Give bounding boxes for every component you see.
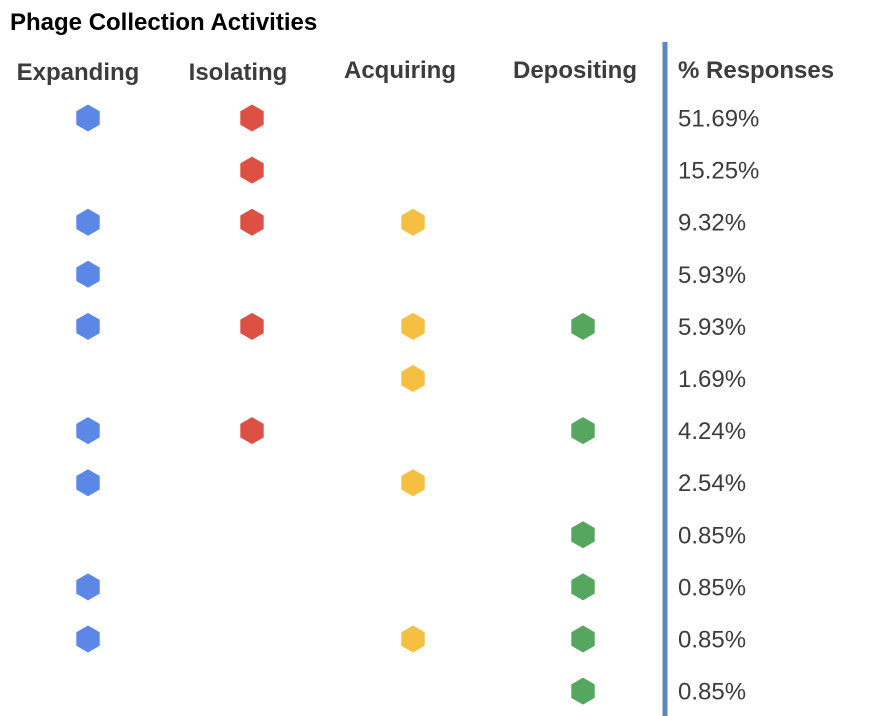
hexagon-marker-expanding	[76, 417, 100, 445]
hexagon-marker-expanding	[76, 469, 100, 497]
hexagon-marker-isolating	[240, 104, 264, 132]
hexagon-marker-expanding	[76, 312, 100, 340]
column-header-isolating: Isolating	[189, 59, 288, 86]
column-header-responses: % Responses	[678, 57, 834, 84]
hexagon-marker-isolating	[240, 312, 264, 340]
hexagon-marker-isolating	[240, 417, 264, 445]
response-percentage: 0.85%	[678, 522, 746, 549]
response-percentage: 2.54%	[678, 470, 746, 497]
response-percentage: 0.85%	[678, 627, 746, 654]
hexagon-marker-depositing	[571, 417, 595, 445]
column-header-acquiring: Acquiring	[344, 57, 456, 84]
response-percentage: 5.93%	[678, 262, 746, 289]
hexagon-marker-isolating	[240, 156, 264, 184]
response-percentage: 15.25%	[678, 158, 759, 185]
activity-markers	[76, 104, 595, 705]
response-percentage: 0.85%	[678, 574, 746, 601]
hexagon-marker-acquiring	[401, 208, 425, 236]
hexagon-marker-acquiring	[401, 312, 425, 340]
hexagon-marker-depositing	[571, 677, 595, 705]
hexagon-marker-depositing	[571, 625, 595, 653]
hexagon-marker-expanding	[76, 104, 100, 132]
hexagon-marker-depositing	[571, 521, 595, 549]
hexagon-marker-acquiring	[401, 469, 425, 497]
hexagon-marker-acquiring	[401, 625, 425, 653]
column-header-expanding: Expanding	[17, 59, 140, 86]
response-percentage: 5.93%	[678, 314, 746, 341]
response-percentage: 4.24%	[678, 418, 746, 445]
chart-title: Phage Collection Activities	[10, 9, 317, 36]
response-percentage: 51.69%	[678, 106, 759, 133]
response-values: 51.69% 15.25% 9.32% 5.93% 5.93% 1.69% 4.24% 2.5…	[678, 106, 759, 706]
hexagon-marker-expanding	[76, 208, 100, 236]
response-percentage: 0.85%	[678, 679, 746, 706]
hexagon-marker-acquiring	[401, 365, 425, 392]
hexagon-marker-expanding	[76, 573, 100, 601]
column-headers: Expanding Isolating Acquiring Depositing…	[17, 57, 834, 86]
response-percentage: 1.69%	[678, 366, 746, 393]
hexagon-marker-depositing	[571, 573, 595, 601]
hexagon-marker-isolating	[240, 208, 264, 236]
hexagon-marker-depositing	[571, 312, 595, 340]
response-percentage: 9.32%	[678, 210, 746, 237]
column-header-depositing: Depositing	[513, 57, 637, 84]
hexagon-marker-expanding	[76, 260, 100, 288]
hexagon-marker-expanding	[76, 625, 100, 653]
